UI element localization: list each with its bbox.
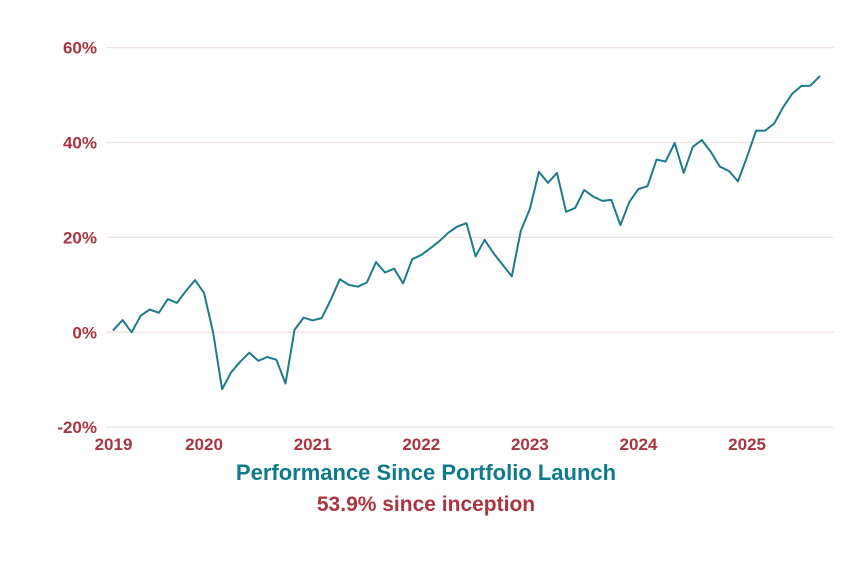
x-tick-label-2023: 2023	[511, 435, 549, 454]
y-axis-labels: 60% 40% 20% 0% -20%	[57, 39, 97, 438]
plot-area: 60% 40% 20% 0% -20% 2019 2020 2021 2022 …	[57, 39, 834, 454]
chart-caption: Performance Since Portfolio Launch 53.9%…	[0, 458, 852, 520]
x-tick-label-2019: 2019	[95, 435, 133, 454]
y-tick-label-20: 20%	[63, 228, 97, 247]
x-tick-label-2022: 2022	[402, 435, 440, 454]
performance-line	[112, 75, 821, 391]
chart-title: Performance Since Portfolio Launch	[235, 460, 617, 485]
chart-subtitle: 53.9% since inception	[316, 493, 536, 516]
x-axis-labels: 2019 2020 2021 2022 2023 2024 2025	[95, 435, 766, 454]
y-tick-label-40: 40%	[63, 133, 97, 152]
x-tick-label-2025: 2025	[728, 435, 766, 454]
x-tick-label-2021: 2021	[294, 435, 332, 454]
y-tick-label-60: 60%	[63, 39, 97, 58]
x-tick-label-2024: 2024	[620, 435, 658, 454]
y-tick-label-0: 0%	[72, 323, 97, 342]
y-tick-label-neg20: -20%	[57, 418, 97, 437]
x-tick-label-2020: 2020	[185, 435, 223, 454]
